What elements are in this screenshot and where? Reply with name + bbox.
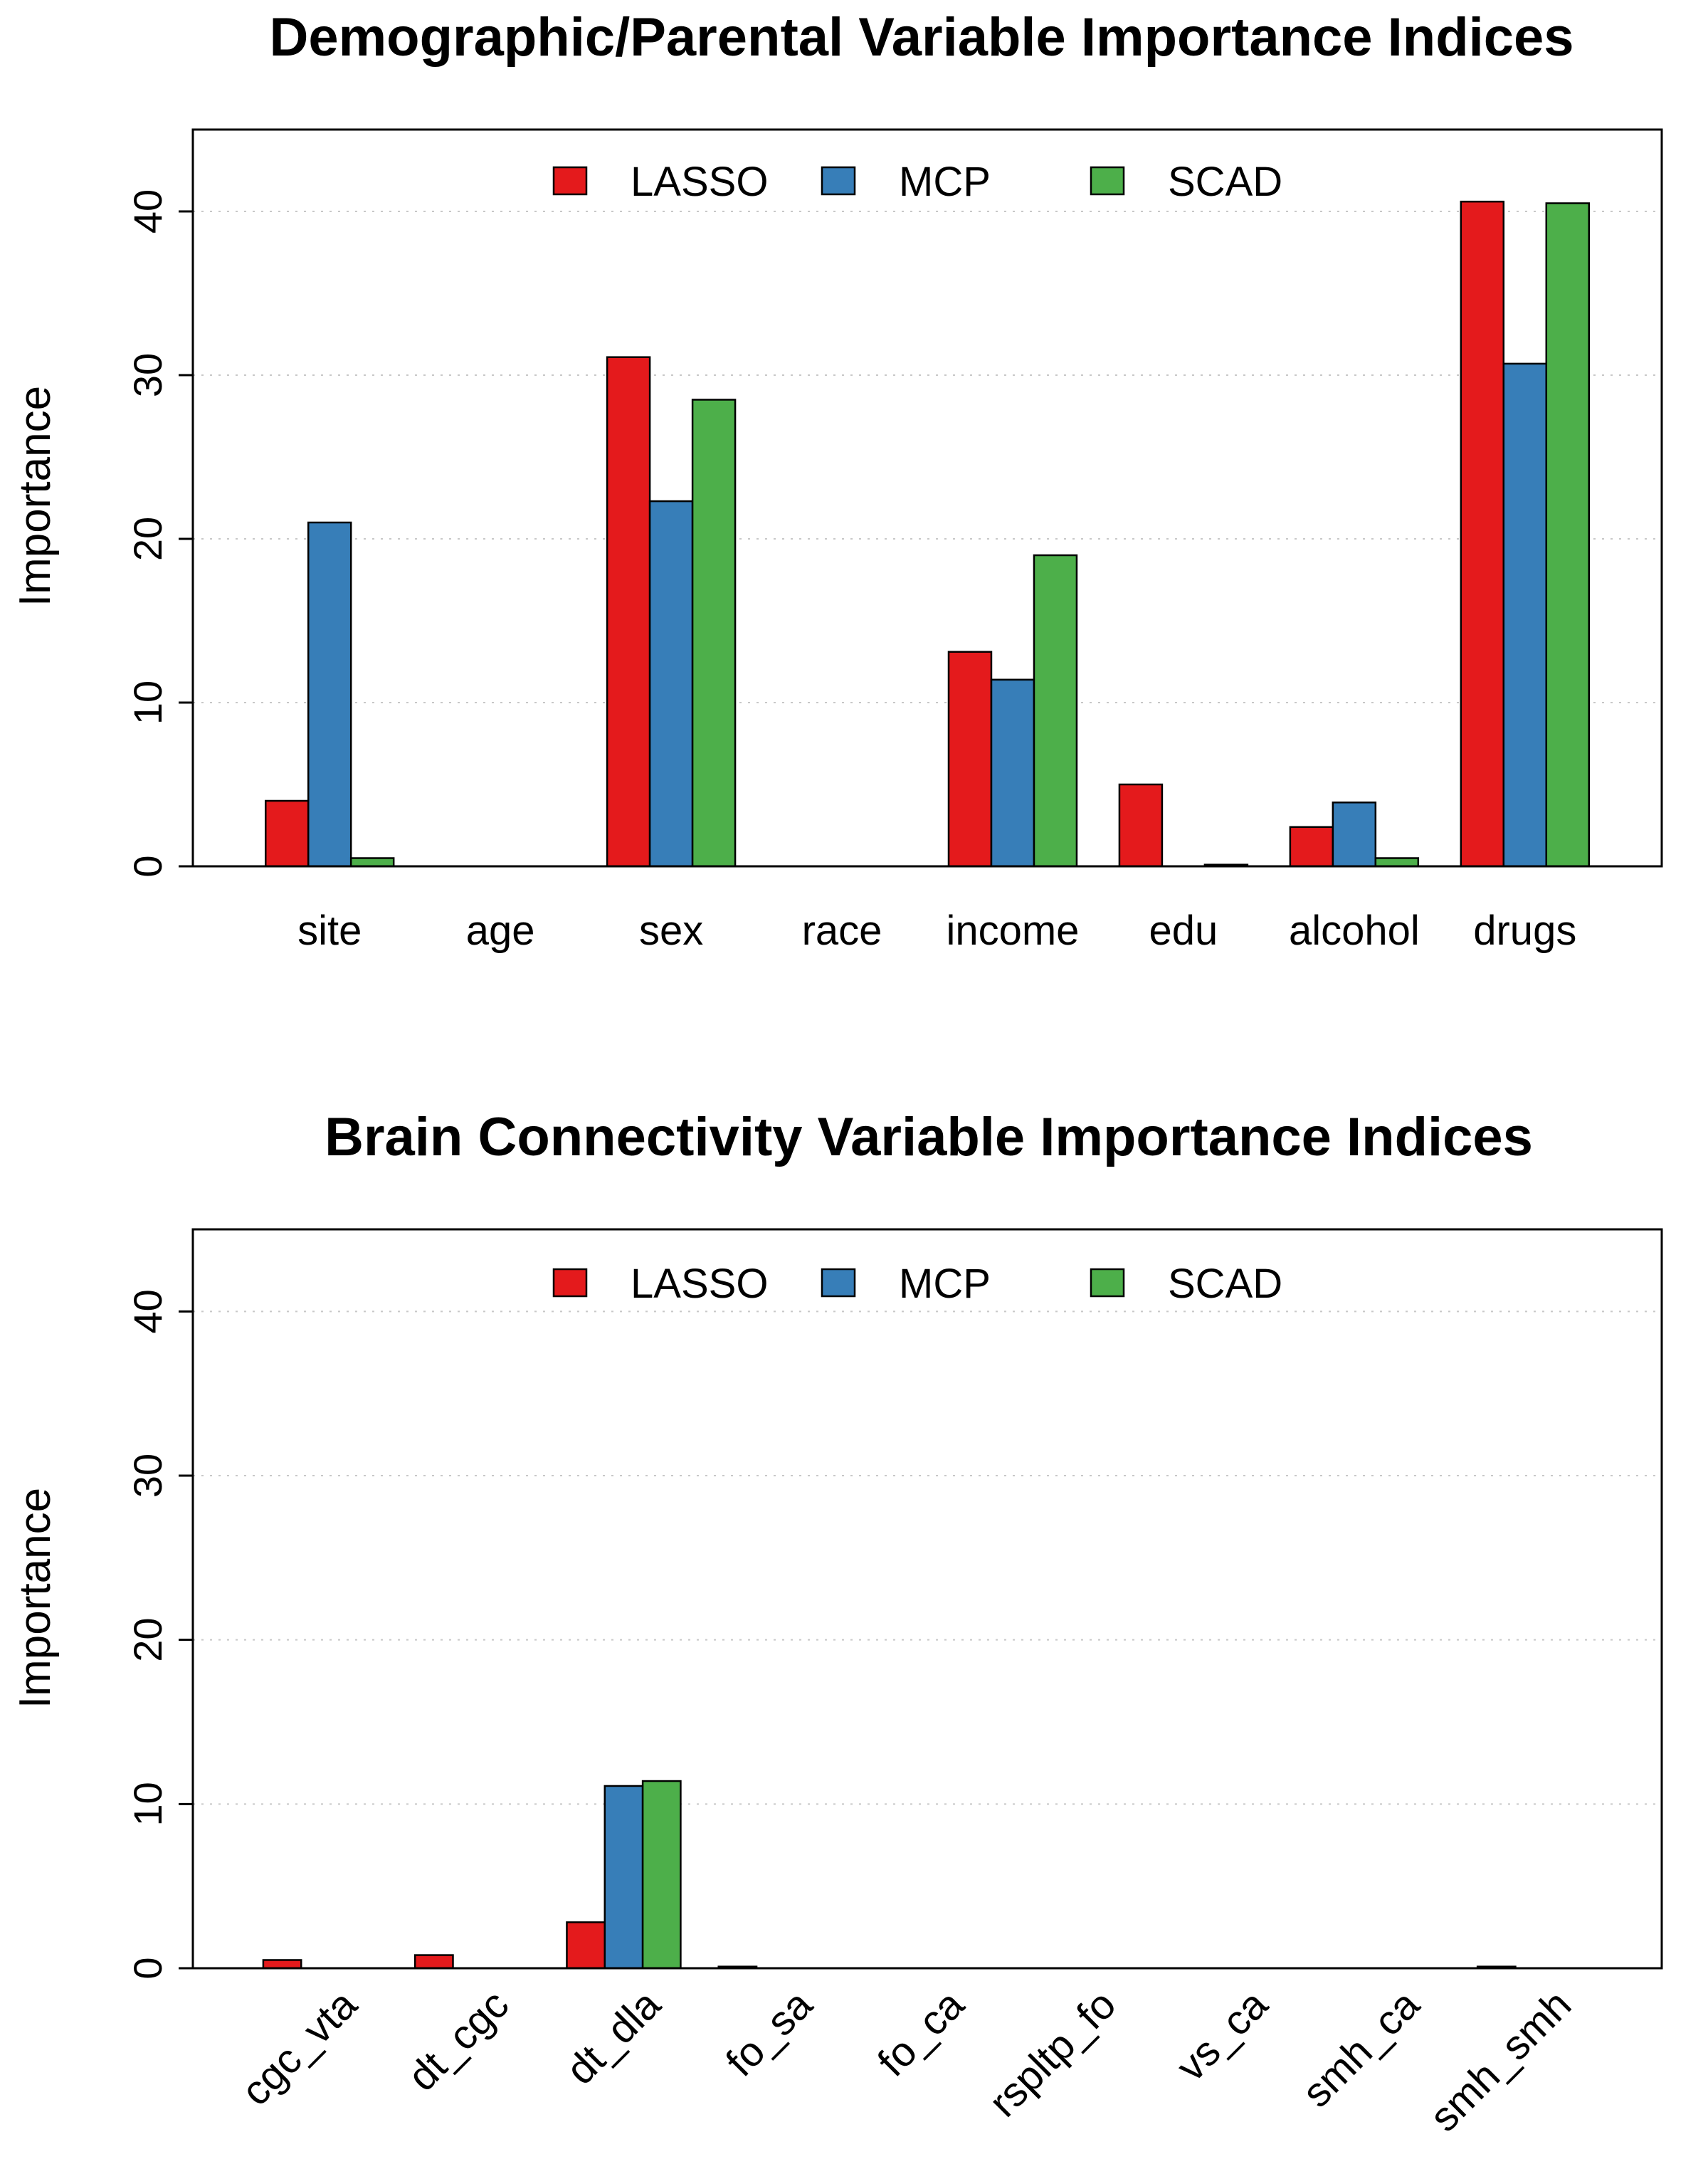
y-axis-label: Importance <box>11 1488 60 1708</box>
gridlines <box>193 1310 1662 1805</box>
legend-swatch-scad <box>1090 1268 1125 1298</box>
bar-scad-sex <box>691 399 737 868</box>
chart-title: Brain Connectivity Variable Importance I… <box>325 1107 1533 1167</box>
legend-swatch-mcp <box>821 166 856 196</box>
y-tick-label: 10 <box>125 681 170 725</box>
bars <box>262 1780 1517 1970</box>
bar-lasso-income <box>947 651 993 868</box>
bar-lasso-site <box>264 799 310 868</box>
bar-scad-drugs <box>1545 202 1591 868</box>
y-tick-label: 0 <box>125 855 170 877</box>
y-tick-label: 40 <box>125 189 170 233</box>
bar-scad-site <box>349 857 395 868</box>
bar-lasso-edu <box>1118 783 1164 868</box>
legend-label-mcp: MCP <box>899 1261 991 1307</box>
bar-mcp-sex <box>648 500 694 868</box>
y-tick-label: 30 <box>125 1454 170 1498</box>
y-axis-ticks: 0 10 20 30 40 <box>125 189 193 878</box>
bar-scad-alcohol <box>1374 857 1420 868</box>
legend-label-mcp: MCP <box>899 159 991 205</box>
bar-lasso-drugs <box>1460 200 1505 868</box>
chart-brain-connectivity: Brain Connectivity Variable Importance I… <box>11 1107 1663 2140</box>
x-tick-label: smh_smh <box>1421 1981 1581 2140</box>
x-tick-label: edu <box>1149 908 1218 954</box>
x-tick-label: age <box>466 908 535 954</box>
legend: LASSO MCP SCAD <box>552 159 1282 205</box>
x-tick-label: dt_cgc <box>399 1981 518 2100</box>
x-tick-label: vs_ca <box>1168 1981 1277 2091</box>
x-tick-label: dt_dla <box>557 1981 670 2094</box>
y-tick-label: 20 <box>125 517 170 561</box>
bar-lasso-cgc-vta <box>262 1959 302 1970</box>
x-tick-label: income <box>946 908 1079 954</box>
bar-mcp-alcohol <box>1332 802 1377 868</box>
x-tick-label: smh_ca <box>1293 1981 1428 2116</box>
y-tick-label: 40 <box>125 1289 170 1333</box>
bar-lasso-sex <box>606 356 651 868</box>
legend-swatch-lasso <box>552 1268 588 1298</box>
y-tick-label: 0 <box>125 1957 170 1979</box>
legend-label-scad: SCAD <box>1168 159 1282 205</box>
y-axis-label: Importance <box>11 386 60 606</box>
chart-title: Demographic/Parental Variable Importance… <box>269 7 1573 68</box>
bar-lasso-dt-cgc <box>413 1954 454 1970</box>
y-tick-label: 20 <box>125 1618 170 1662</box>
chart-demographic: Demographic/Parental Variable Importance… <box>11 7 1663 954</box>
legend-label-lasso: LASSO <box>631 1261 768 1307</box>
x-axis-categories: site age sex race income edu alcohol drugs <box>297 908 1576 954</box>
x-tick-label: sex <box>639 908 703 954</box>
legend-swatch-lasso <box>552 166 588 196</box>
legend-label-lasso: LASSO <box>631 159 768 205</box>
x-axis-categories: cgc_vta dt_cgc dt_dla fo_sa fo_ca rspltp_fo vs… <box>233 1981 1581 2140</box>
gridlines <box>193 211 1662 703</box>
x-tick-label: race <box>802 908 882 954</box>
legend-label-scad: SCAD <box>1168 1261 1282 1307</box>
bar-mcp-dt-dla <box>603 1785 644 1970</box>
plot-frame <box>191 128 1663 868</box>
legend: LASSO MCP SCAD <box>552 1261 1282 1307</box>
bar-scad-income <box>1033 554 1078 868</box>
bar-lasso-dt-dla <box>566 1921 606 1970</box>
y-tick-label: 10 <box>125 1782 170 1826</box>
x-tick-label: site <box>297 908 362 954</box>
bar-scad-dt-dla <box>641 1780 682 1970</box>
bar-mcp-income <box>990 678 1035 868</box>
bars <box>264 200 1591 868</box>
bar-lasso-alcohol <box>1289 826 1334 868</box>
bar-mcp-drugs <box>1502 362 1548 868</box>
x-tick-label: drugs <box>1473 908 1576 954</box>
x-tick-label: fo_ca <box>869 1981 974 2086</box>
legend-swatch-mcp <box>821 1268 856 1298</box>
y-tick-label: 30 <box>125 353 170 397</box>
legend-swatch-scad <box>1090 166 1125 196</box>
x-tick-label: fo_sa <box>717 1981 822 2086</box>
x-tick-label: alcohol <box>1289 908 1420 954</box>
x-tick-label: cgc_vta <box>233 1981 367 2115</box>
bar-mcp-site <box>307 521 352 868</box>
plot-frame <box>191 1228 1663 1970</box>
x-tick-label: rspltp_fo <box>980 1981 1124 2126</box>
y-axis-ticks: 0 10 20 30 40 <box>125 1289 193 1980</box>
